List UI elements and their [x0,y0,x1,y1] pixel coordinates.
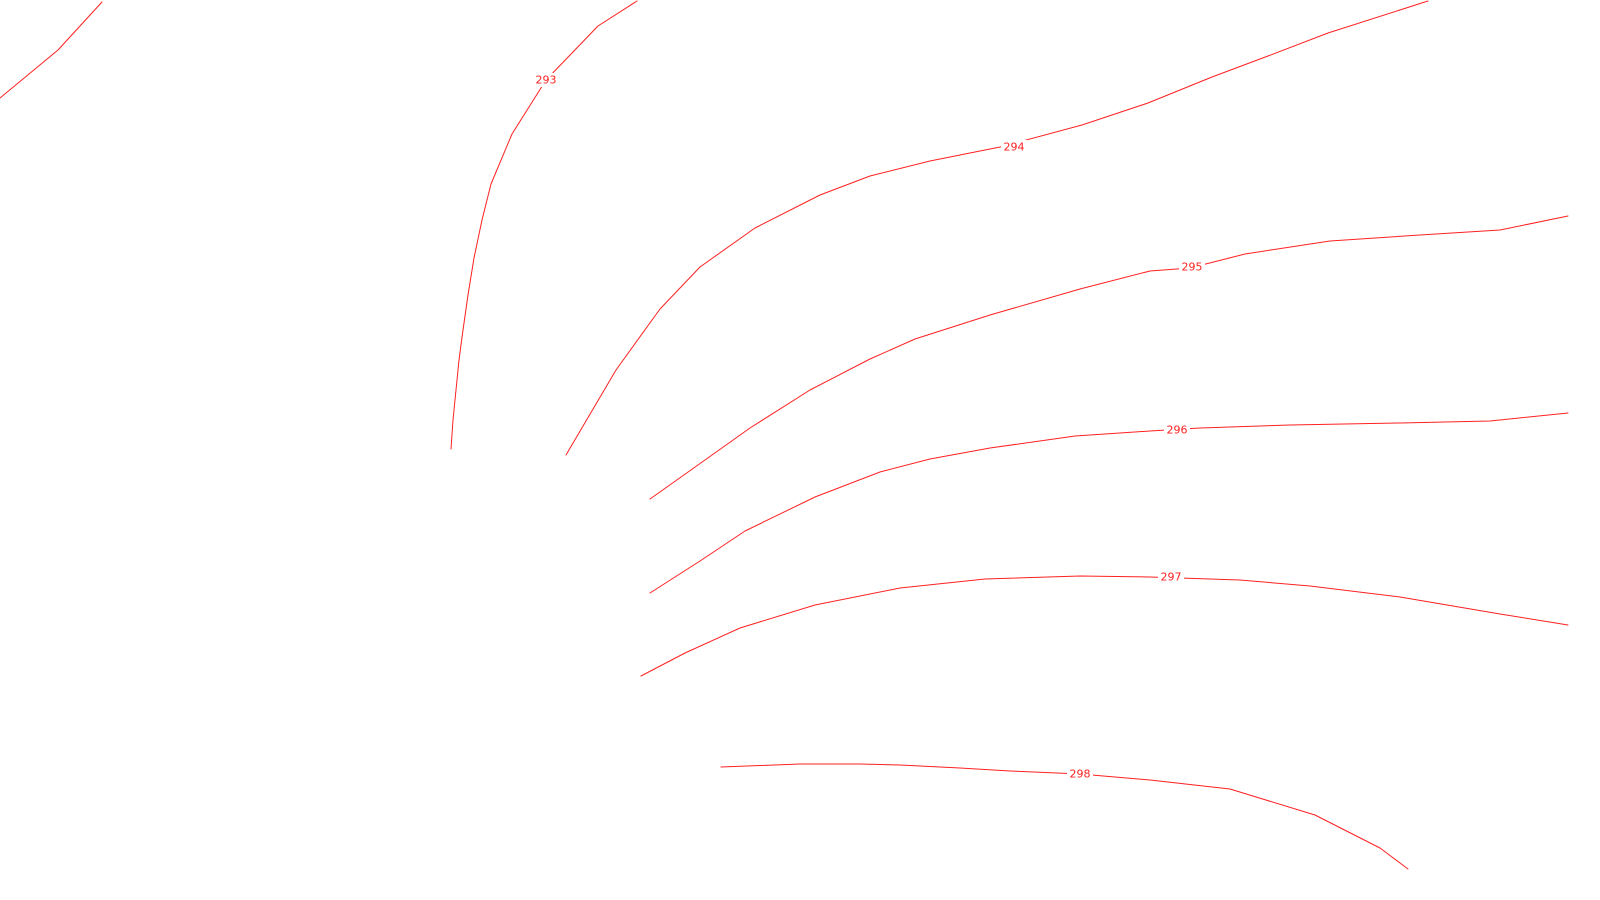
contour-line-297 [640,575,1569,677]
contour-label-298: 298 [1070,768,1091,781]
contour-line-296 [649,412,1569,594]
contour-label-background [1001,140,1027,154]
contour-label-background [533,73,559,87]
contour-label-296: 296 [1167,424,1188,437]
contour-label-background [1179,260,1205,274]
contour-labels: 293 294 295 296 297 298 [533,73,1205,781]
contour-line-298 [720,763,1409,870]
contour-label-background [1067,767,1093,781]
contour-lines [0,0,1569,870]
contour-line-295 [649,215,1569,500]
contour-label-297: 297 [1161,571,1182,584]
contour-line-292 [0,1,103,99]
contour-label-background [1158,570,1184,584]
contour-label-293: 293 [536,74,557,87]
contour-label-background [1164,423,1190,437]
contour-line-294 [565,0,1429,456]
contour-label-295: 295 [1182,261,1203,274]
contour-label-294: 294 [1004,141,1025,154]
